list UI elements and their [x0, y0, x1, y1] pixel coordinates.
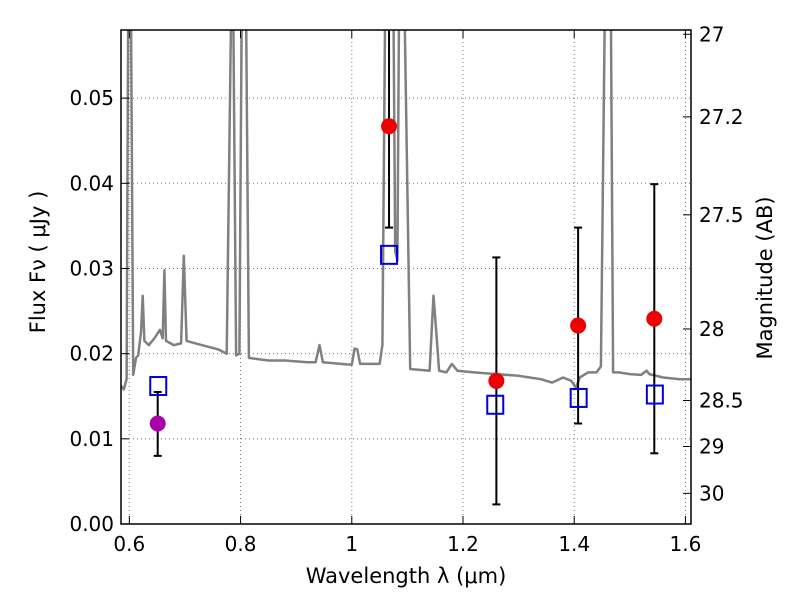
magnitude-axis-label: Magnitude (AB) — [753, 196, 777, 359]
data-point — [570, 317, 587, 334]
x-tick-label: 0.8 — [225, 532, 257, 556]
magnitude-tick-label: 27.2 — [699, 105, 744, 129]
x-tick-label: 0.6 — [113, 532, 145, 556]
y-tick-label: 0.04 — [69, 171, 114, 195]
data-point — [488, 372, 505, 389]
magnitude-axis-ticks: 27 27.2 27.5 28 28.5 29 30 — [683, 22, 744, 505]
data-point — [646, 310, 663, 327]
magnitude-tick-label: 30 — [699, 481, 724, 505]
model-photometry-square — [645, 384, 664, 405]
x-tick-label: 1 — [345, 532, 358, 556]
y-axis-ticks: 0.00 0.01 0.02 0.03 0.04 0.05 — [69, 86, 129, 536]
magnitude-tick-label: 27.5 — [699, 203, 744, 227]
markers-layer — [149, 118, 664, 432]
model-photometry-square — [149, 376, 168, 397]
magnitude-tick-label: 29 — [699, 434, 724, 458]
x-axis-ticks: 0.6 0.8 1 1.2 1.4 1.6 — [113, 30, 701, 556]
y-tick-label: 0.05 — [69, 86, 114, 110]
spectrum-line — [121, 30, 691, 391]
magnitude-tick-label: 27 — [699, 22, 724, 46]
x-tick-label: 1.2 — [447, 532, 479, 556]
y-tick-label: 0.03 — [69, 256, 114, 280]
y-axis-label: Flux Fν ( μJy ) — [26, 191, 50, 334]
data-point — [381, 118, 398, 135]
plot-frame — [120, 29, 692, 525]
y-tick-label: 0.02 — [69, 342, 114, 366]
magnitude-tick-label: 28 — [699, 317, 724, 341]
model-photometry-square — [569, 387, 588, 408]
x-tick-label: 1.4 — [558, 532, 590, 556]
x-tick-label: 1.6 — [670, 532, 702, 556]
model-photometry-square — [380, 244, 399, 265]
y-tick-label: 0.01 — [69, 427, 114, 451]
magnitude-tick-label: 28.5 — [699, 389, 744, 413]
model-photometry-square — [486, 394, 505, 415]
spectrum-layer — [121, 30, 691, 391]
x-axis-label: Wavelength λ (μm) — [306, 564, 507, 588]
optical-data-point — [149, 415, 166, 432]
y-tick-label: 0.00 — [69, 512, 114, 536]
